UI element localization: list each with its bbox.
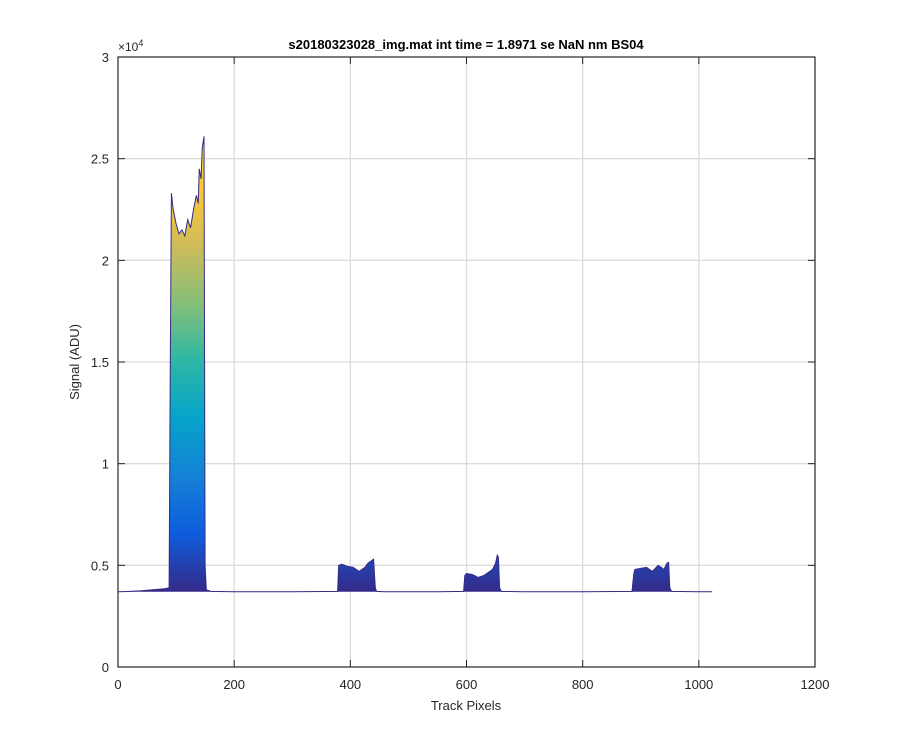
y-tick-label: 2.5 xyxy=(91,152,109,167)
y-axis-exponent-power: 4 xyxy=(138,38,143,48)
series-line-0 xyxy=(118,136,713,593)
y-axis-label: Signal (ADU) xyxy=(67,324,82,400)
x-tick-label: 200 xyxy=(223,677,245,692)
x-axis-label: Track Pixels xyxy=(431,698,502,713)
x-tick-label: 0 xyxy=(114,677,121,692)
y-axis-exponent: ×104 xyxy=(118,38,143,54)
y-tick-label: 3 xyxy=(102,50,109,65)
series-area-0 xyxy=(118,136,713,592)
grid xyxy=(118,57,815,667)
y-tick-label: 1.5 xyxy=(91,355,109,370)
y-tick-label: 1 xyxy=(102,457,109,472)
y-axis-exponent-base: ×10 xyxy=(118,40,139,54)
y-tick-label: 0 xyxy=(102,660,109,675)
x-tick-label: 800 xyxy=(572,677,594,692)
y-tick-label: 2 xyxy=(102,253,109,268)
ticks: 0 200 400 600 800 1000 1200 0 0.5 1 1.5 2 2.5 3 xyxy=(91,50,830,692)
series-layer xyxy=(118,136,713,593)
x-tick-label: 1000 xyxy=(684,677,713,692)
x-tick-label: 1200 xyxy=(801,677,830,692)
x-tick-label: 600 xyxy=(456,677,478,692)
y-tick-label: 0.5 xyxy=(91,558,109,573)
chart-title: s20180323028_img.mat int time = 1.8971 s… xyxy=(288,37,644,52)
x-tick-label: 400 xyxy=(339,677,361,692)
